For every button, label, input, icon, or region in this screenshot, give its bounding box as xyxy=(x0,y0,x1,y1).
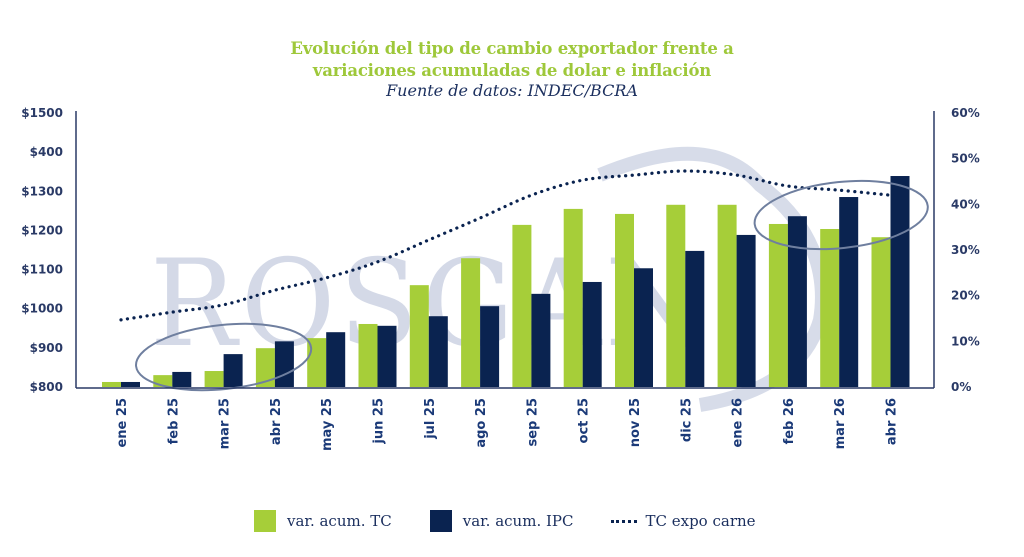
right-tick-label: 40% xyxy=(951,197,980,211)
bar-ipc-12 xyxy=(736,234,756,387)
left-tick-label: $900 xyxy=(30,341,63,355)
x-tick-label: nov 25 xyxy=(628,398,643,447)
x-tick-label: mar 25 xyxy=(218,398,233,449)
bar-tc-2 xyxy=(204,371,224,387)
x-tick-label: dic 25 xyxy=(679,398,694,442)
bars-layer xyxy=(102,176,910,387)
bar-ipc-11 xyxy=(685,250,705,387)
bar-tc-14 xyxy=(820,228,840,387)
x-tick-label: abr 25 xyxy=(269,398,284,445)
bar-ipc-6 xyxy=(428,316,448,387)
left-tick-label: $1300 xyxy=(21,184,63,198)
chart-subtitle: Fuente de datos: INDEC/BCRA xyxy=(386,81,638,100)
annotation-ellipse-0 xyxy=(135,322,313,392)
x-tick-label: jul 25 xyxy=(423,398,438,440)
left-tick-label: $400 xyxy=(30,145,63,159)
legend-swatch-ipc xyxy=(429,510,452,532)
bar-tc-3 xyxy=(255,348,275,387)
bar-tc-15 xyxy=(871,237,891,387)
annotations-layer xyxy=(135,179,929,392)
bar-tc-13 xyxy=(768,223,788,387)
bar-ipc-9 xyxy=(582,281,602,387)
left-tick-label: $800 xyxy=(30,380,63,394)
bar-ipc-3 xyxy=(274,341,294,387)
left-tick-label: $1100 xyxy=(21,263,63,277)
bar-tc-0 xyxy=(102,381,121,387)
bar-ipc-7 xyxy=(480,306,500,387)
right-tick-label: 10% xyxy=(951,334,980,348)
x-tick-label: jun 25 xyxy=(372,398,387,445)
x-tick-label: sep 25 xyxy=(525,398,540,446)
legend: var. acum. TC var. acum. IPC TC expo car… xyxy=(254,510,794,532)
bar-tc-9 xyxy=(563,208,583,387)
x-tick-label: feb 26 xyxy=(782,398,797,444)
bar-ipc-15 xyxy=(890,176,910,387)
bar-tc-11 xyxy=(666,204,686,387)
bar-tc-12 xyxy=(717,204,737,387)
right-tick-label: 30% xyxy=(951,243,980,257)
bar-tc-1 xyxy=(153,375,173,387)
x-tick-label: abr 26 xyxy=(885,398,900,445)
bar-ipc-0 xyxy=(121,381,140,387)
bar-ipc-5 xyxy=(377,325,397,387)
bar-tc-10 xyxy=(615,213,634,387)
legend-item-tc: var. acum. TC xyxy=(254,510,392,532)
x-tick-label: ene 25 xyxy=(115,398,130,448)
bar-ipc-13 xyxy=(787,216,807,387)
chart-title: Evolución del tipo de cambio exportador … xyxy=(0,38,1024,82)
bar-ipc-14 xyxy=(839,197,859,387)
legend-swatch-tc xyxy=(254,510,276,532)
left-tick-label: $1200 xyxy=(21,223,63,237)
legend-item-tc-expo: TC expo carne xyxy=(611,512,756,530)
legend-item-ipc: var. acum. IPC xyxy=(429,510,574,532)
x-tick-label: oct 25 xyxy=(577,398,592,443)
x-tick-label: may 25 xyxy=(320,398,335,451)
left-tick-label: $1000 xyxy=(21,302,63,316)
legend-label-tc-expo: TC expo carne xyxy=(645,512,756,530)
chart-title-line-1: Evolución del tipo de cambio exportador … xyxy=(290,39,734,58)
right-tick-label: 50% xyxy=(951,152,980,166)
bar-tc-6 xyxy=(409,285,429,387)
bar-tc-5 xyxy=(358,323,378,387)
line-layer xyxy=(119,169,893,322)
x-tick-label: ene 26 xyxy=(731,398,746,448)
right-tick-label: 20% xyxy=(951,289,980,303)
x-tick-label: mar 26 xyxy=(833,398,848,449)
right-tick-label: 60% xyxy=(951,106,980,120)
bar-tc-7 xyxy=(461,258,481,387)
bar-ipc-2 xyxy=(223,354,243,387)
bar-ipc-10 xyxy=(634,268,653,387)
left-tick-label: $1500 xyxy=(21,106,63,120)
legend-swatch-dotted-line xyxy=(611,519,638,523)
chart-title-line-2: variaciones acumuladas de dolar e inflac… xyxy=(312,61,712,80)
legend-label-ipc: var. acum. IPC xyxy=(462,512,574,530)
x-tick-label: feb 25 xyxy=(166,398,181,444)
bar-ipc-4 xyxy=(326,332,346,387)
annotation-ellipse-1 xyxy=(753,179,929,251)
legend-label-tc: var. acum. TC xyxy=(287,512,392,530)
x-axis-labels: ene 25 feb 25 mar 25 abr 25 may 25 jun 25 jul … xyxy=(115,398,900,451)
bar-ipc-1 xyxy=(172,371,192,387)
bar-ipc-8 xyxy=(531,293,551,387)
right-tick-label: 0% xyxy=(951,380,971,394)
x-tick-label: ago 25 xyxy=(474,398,489,448)
axes-layer: $1500 $400 $1300 $1200 $1100 $1000 $900 $800 60%… xyxy=(21,106,979,394)
line-tc-expo-carne xyxy=(119,169,893,322)
bar-tc-8 xyxy=(512,224,532,387)
